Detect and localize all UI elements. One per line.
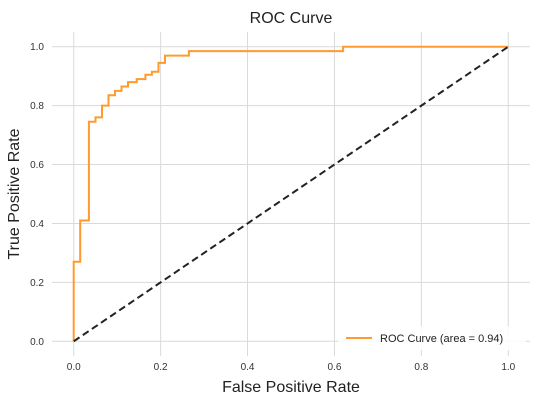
y-tick-label: 0.0	[30, 337, 44, 348]
y-tick-label: 0.2	[30, 278, 44, 289]
tick-labels: 0.0 0.2 0.4 0.6 0.8 1.0 0.0 0.2 0.4 0.6 0.8 1.0	[30, 42, 516, 373]
x-tick-label: 0.2	[154, 362, 168, 373]
x-tick-label: 0.4	[241, 362, 255, 373]
chance-diagonal-line	[73, 45, 509, 343]
series-layer	[72, 45, 509, 343]
legend-label: ROC Curve (area = 0.94)	[380, 333, 503, 345]
legend-box	[338, 326, 526, 350]
x-axis-title: False Positive Rate	[222, 379, 360, 396]
chart-title: ROC Curve	[250, 10, 333, 27]
x-tick-label: 0.8	[414, 362, 428, 373]
x-tick-label: 0.0	[67, 362, 81, 373]
y-tick-label: 0.8	[30, 101, 44, 112]
legend: ROC Curve (area = 0.94)	[338, 326, 526, 350]
y-tick-label: 0.4	[30, 219, 44, 230]
roc-curve-line	[72, 45, 509, 342]
y-axis-title: True Positive Rate	[6, 128, 23, 259]
x-tick-label: 1.0	[501, 362, 515, 373]
y-tick-label: 1.0	[30, 42, 44, 53]
x-tick-label: 0.6	[328, 362, 342, 373]
y-tick-label: 0.6	[30, 160, 44, 171]
grid-lines	[52, 32, 530, 356]
